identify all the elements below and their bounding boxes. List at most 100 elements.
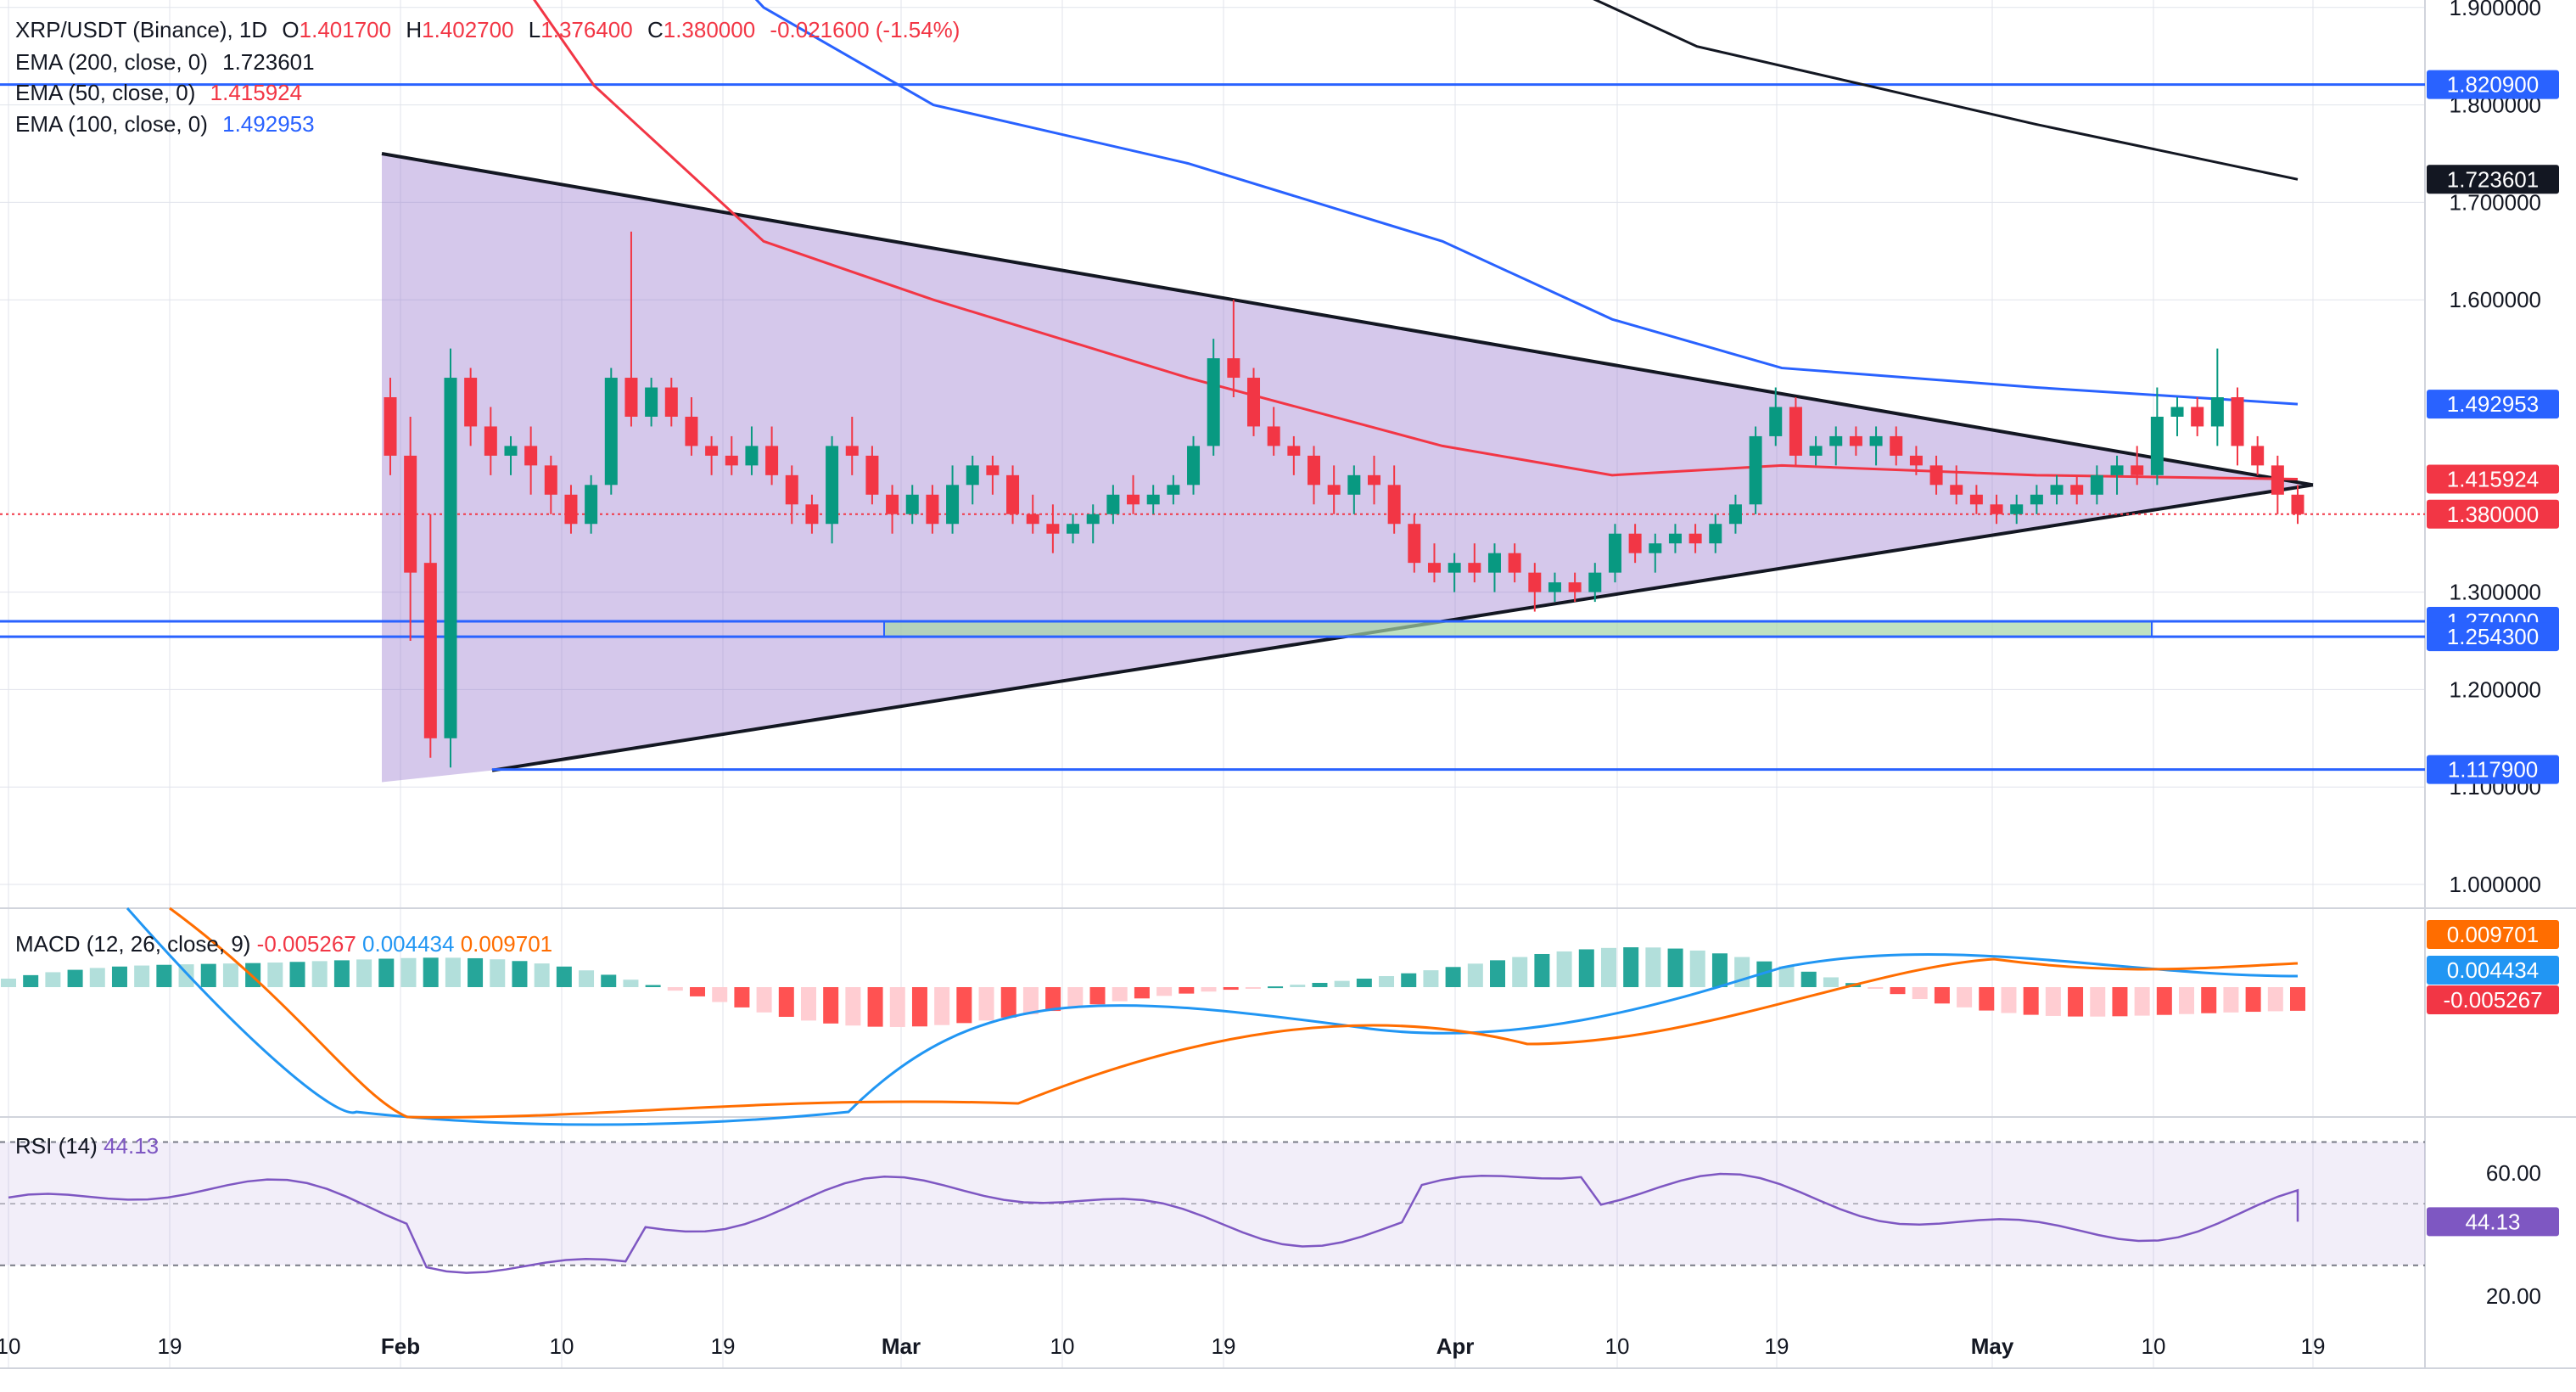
candle-body: [2131, 465, 2144, 475]
macd-line-value: 0.004434: [362, 931, 455, 957]
macd-histogram-bar: [1667, 948, 1683, 987]
ema50-legend[interactable]: EMA (50, close, 0) 1.415924: [15, 81, 311, 104]
rsi-tick-label: 60.00: [2486, 1160, 2541, 1186]
rsi-legend[interactable]: RSI (14) 44.13: [15, 1135, 159, 1157]
macd-histogram-bar: [667, 987, 683, 991]
macd-histogram-bar: [934, 987, 950, 1025]
macd-histogram-bar: [1934, 987, 1950, 1004]
macd-histogram-bar: [1201, 987, 1217, 992]
price-tag: [2427, 622, 2559, 652]
time-tick-label: 10: [1605, 1333, 1630, 1359]
macd-histogram-bar: [2045, 987, 2061, 1016]
ema50-label: EMA (50, close, 0): [15, 80, 196, 105]
macd-histogram-bar: [845, 987, 861, 1026]
macd-histogram-bar: [445, 957, 461, 987]
time-axis[interactable]: 10 19 Feb 10 19 Mar 10 19 Apr 10 19 May 10 19: [0, 1333, 2325, 1359]
macd-histogram-bar: [2223, 987, 2239, 1013]
candle-body: [2050, 485, 2064, 495]
ema100-value: 1.492953: [222, 111, 315, 137]
candle-body: [1067, 524, 1080, 534]
macd-histogram-bar: [2290, 987, 2305, 1011]
time-tick-label: 10: [0, 1333, 20, 1359]
candle-body: [1789, 407, 1802, 456]
candle-body: [2070, 485, 2084, 495]
candle-body: [404, 455, 417, 573]
macd-histogram-bar: [1156, 987, 1173, 996]
candle-body: [2271, 465, 2284, 495]
macd-histogram-bar: [1912, 987, 1928, 1000]
candle-body: [604, 378, 618, 486]
macd-tag-label: -0.005267: [2443, 987, 2542, 1013]
candle-body: [1086, 514, 1100, 525]
macd-histogram-bar: [512, 961, 528, 987]
candle-body: [1869, 435, 1883, 446]
candle-body: [705, 446, 719, 456]
time-tick-label: Mar: [882, 1333, 921, 1359]
ema-lines: [533, 0, 2299, 481]
macd-histogram-bar: [23, 974, 39, 987]
candle-body: [2110, 465, 2124, 475]
candle-body: [2030, 494, 2043, 505]
candle-body: [1448, 563, 1461, 573]
macd-histogram-bar: [579, 970, 595, 987]
macd-histogram-bar: [823, 987, 839, 1024]
candle-body: [1267, 426, 1280, 446]
candle-body: [1287, 446, 1301, 456]
macd-histogram-bar: [978, 987, 994, 1021]
macd-histogram-bar: [1334, 980, 1350, 987]
candle-body: [624, 378, 638, 417]
macd-histogram-bar: [1467, 963, 1483, 987]
ohlc-low: 1.376400: [540, 17, 633, 42]
macd-histogram-bar: [734, 987, 750, 1008]
candle-body: [664, 387, 678, 417]
macd-histogram-bar: [1067, 987, 1084, 1008]
ohlc-change: -0.021600 (-1.54%): [770, 17, 960, 42]
price-tick-label: 1.900000: [2450, 0, 2541, 20]
time-tick-label: 10: [1050, 1333, 1075, 1359]
ohlc-low-label: L: [528, 17, 541, 42]
macd-histogram-bar: [490, 959, 506, 987]
candle-body: [1969, 494, 1983, 505]
candle-body: [685, 416, 698, 446]
price-tag-label: 1.723601: [2447, 166, 2539, 192]
candle-body: [1387, 485, 1401, 525]
macd-histogram-bar: [1711, 953, 1728, 987]
macd-histogram-bar: [1778, 966, 1795, 987]
macd-legend[interactable]: MACD (12, 26, close, 9) -0.005267 0.0044…: [15, 933, 552, 955]
candle-body: [1026, 514, 1039, 525]
macd-hist-value: -0.005267: [256, 931, 356, 957]
macd-histogram-bar: [1600, 947, 1616, 987]
macd-histogram-bar: [1356, 978, 1372, 987]
candle-body: [1468, 563, 1481, 573]
macd-histogram-bar: [1134, 987, 1150, 999]
price-axis[interactable]: 1.9000001.8000001.7000001.6000001.300000…: [2427, 0, 2559, 1309]
macd-histogram-bar: [2201, 987, 2217, 1013]
candle-body: [1990, 504, 2003, 514]
macd-histogram-bar: [2134, 987, 2150, 1016]
macd-histogram-bar: [222, 963, 238, 987]
macd-histogram-bar: [378, 958, 395, 987]
macd-histogram-bar: [1512, 957, 1528, 987]
ohlc-high-label: H: [406, 17, 423, 42]
candle-body: [1688, 533, 1702, 544]
ohlc-open: 1.401700: [299, 17, 392, 42]
macd-histogram-bar: [311, 961, 328, 987]
ema200-legend[interactable]: EMA (200, close, 0) 1.723601: [15, 51, 323, 73]
candle-body: [444, 378, 457, 738]
candle-body: [2231, 397, 2244, 446]
candle-body: [1668, 533, 1682, 544]
candle-body: [2291, 494, 2304, 514]
candle-body: [1167, 485, 1180, 495]
macd-histogram-bar: [1490, 960, 1506, 987]
candle-body: [886, 494, 899, 514]
macd-histogram-bar: [2245, 987, 2261, 1013]
candle-body: [966, 465, 979, 486]
macd-histogram-bar: [800, 987, 816, 1021]
candle-body: [1929, 465, 1943, 486]
ema100-legend[interactable]: EMA (100, close, 0) 1.492953: [15, 113, 323, 135]
candle-body: [1207, 358, 1220, 446]
candle-body: [1769, 407, 1783, 436]
macd-histogram-bar: [200, 963, 216, 987]
time-tick-label: 19: [711, 1333, 736, 1359]
